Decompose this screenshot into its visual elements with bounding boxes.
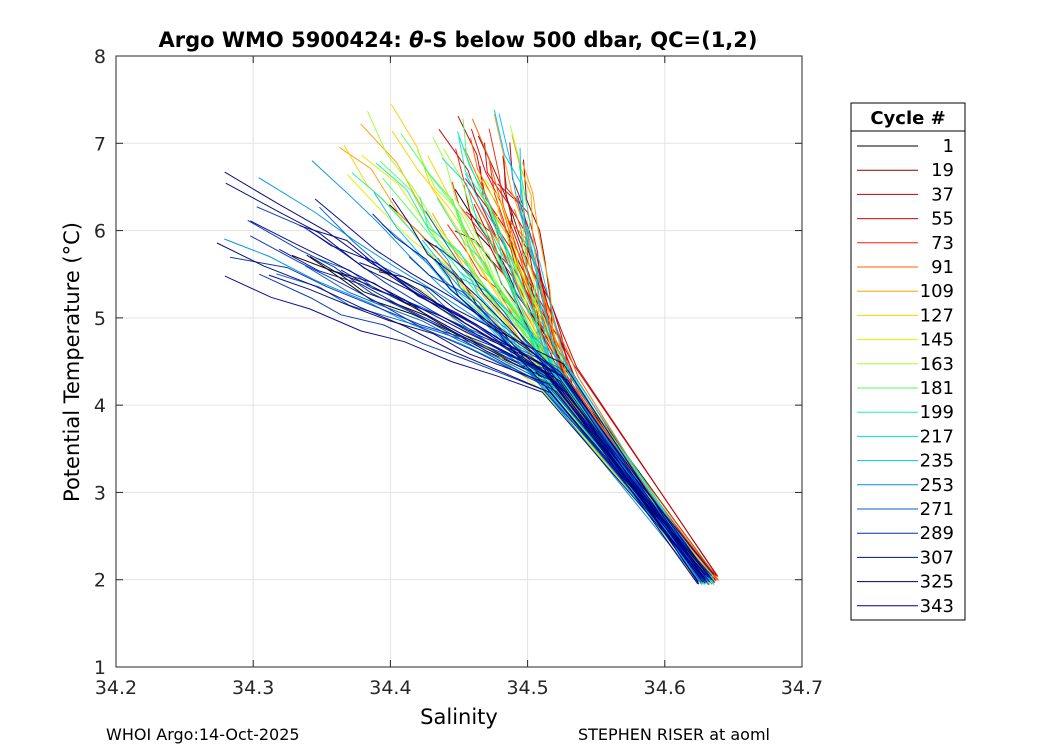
legend-label: 199	[920, 402, 954, 423]
profile-line	[470, 137, 718, 581]
profile-line	[256, 206, 701, 578]
profile-lines	[216, 104, 720, 586]
profile-line	[268, 274, 713, 581]
x-tick-label: 34.3	[232, 677, 274, 699]
y-tick-label: 1	[94, 657, 106, 679]
legend-label: 325	[920, 572, 954, 593]
profile-line	[508, 212, 715, 584]
profile-line	[477, 135, 708, 581]
legend-label: 217	[920, 426, 954, 447]
legend-label: 253	[920, 475, 954, 496]
legend-label: 235	[920, 451, 954, 472]
x-tick-label: 34.7	[781, 677, 823, 699]
legend-label: 73	[931, 233, 954, 254]
legend-label: 163	[920, 354, 954, 375]
legend-label: 307	[920, 547, 954, 568]
y-tick-label: 7	[94, 133, 106, 155]
legend-label: 271	[920, 499, 954, 520]
y-tick-label: 4	[94, 395, 106, 417]
x-tick-label: 34.4	[369, 677, 411, 699]
profile-line	[224, 275, 708, 583]
profile-line	[463, 184, 717, 577]
legend-label: 37	[931, 184, 954, 205]
footer-right: STEPHEN RISER at aoml	[578, 725, 770, 744]
profile-line	[378, 271, 706, 581]
axis-ticks: 34.2 34.3 34.4 34.5 34.6 34.7 1 2 3 4 5 6 7 8	[94, 46, 823, 699]
legend-box	[850, 102, 966, 621]
legend-label: 181	[920, 378, 954, 399]
legend-label: 289	[920, 523, 954, 544]
profile-line	[299, 225, 703, 577]
legend-label: 343	[920, 596, 954, 617]
profile-line	[475, 231, 715, 575]
profile-line	[216, 242, 709, 578]
legend-label: 91	[931, 257, 954, 278]
profile-line	[476, 187, 714, 583]
profile-line	[438, 128, 711, 576]
x-tick-label: 34.2	[95, 677, 137, 699]
legend-label: 1	[943, 136, 954, 157]
legend-label: 127	[920, 305, 954, 326]
profile-line	[432, 136, 711, 578]
profile-line	[391, 197, 711, 583]
chart-title: Argo WMO 5900424: θ-S below 500 dbar, QC…	[158, 28, 757, 52]
profile-line	[486, 222, 712, 582]
profile-line	[250, 220, 706, 579]
profile-line	[471, 118, 712, 577]
y-axis-label: Potential Temperature (°C)	[60, 222, 84, 502]
legend-label: 109	[920, 281, 954, 302]
y-tick-label: 5	[94, 308, 106, 330]
y-tick-label: 3	[94, 482, 106, 504]
plot-area-frame	[115, 55, 803, 668]
y-tick-label: 2	[94, 570, 106, 592]
y-tick-label: 8	[94, 46, 106, 68]
profile-line	[314, 198, 712, 581]
x-tick-label: 34.5	[506, 677, 548, 699]
profile-line	[225, 182, 701, 579]
footer-left: WHOI Argo:14-Oct-2025	[106, 725, 300, 744]
legend-label: 55	[931, 209, 954, 230]
profile-line	[513, 209, 720, 581]
legend: Cycle # 1 19 37 55 73 91 109 127 145 163 181 199 217…	[850, 102, 966, 621]
profile-line	[484, 142, 717, 575]
legend-label: 19	[931, 160, 954, 181]
legend-label: 145	[920, 330, 954, 351]
profile-line	[224, 171, 699, 583]
x-axis-label: Salinity	[420, 705, 498, 729]
legend-title: Cycle #	[870, 108, 945, 129]
profile-line	[304, 265, 702, 583]
y-tick-label: 6	[94, 221, 106, 243]
x-tick-label: 34.6	[644, 677, 686, 699]
